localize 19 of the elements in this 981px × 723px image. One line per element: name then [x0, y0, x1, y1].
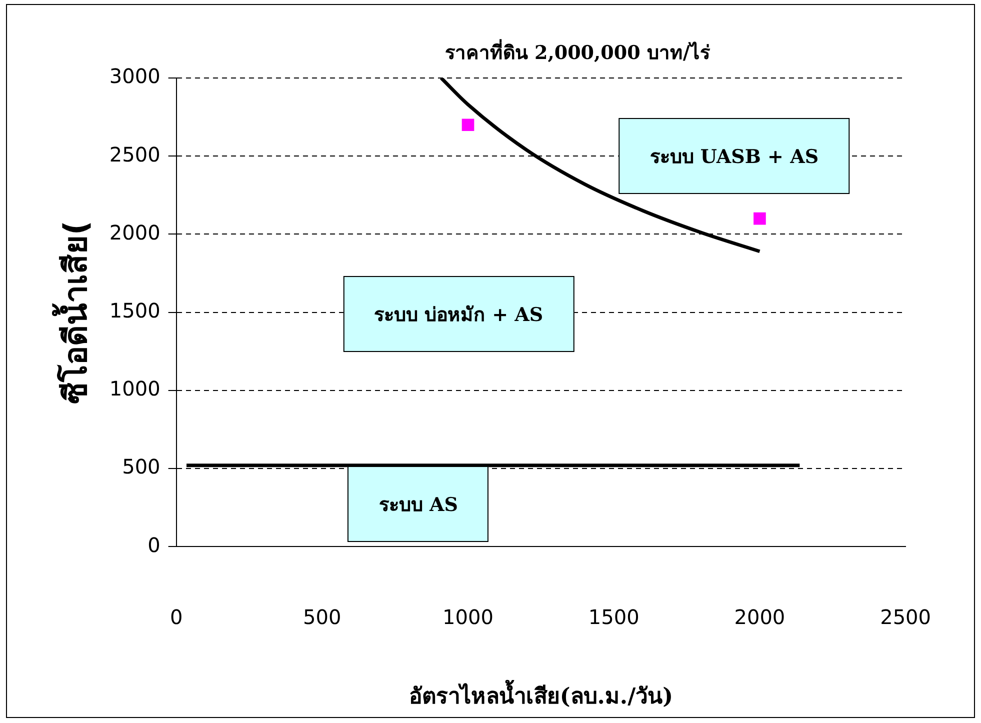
- text-box: ระบบ AS: [348, 466, 489, 542]
- text-box: ระบบ UASB + AS: [618, 118, 850, 194]
- y-tick-label: 3000: [109, 64, 160, 88]
- y-tick-label: 1000: [109, 376, 160, 401]
- text: ราคาที่ดิน 2,000,000 บาท/ไร่: [444, 38, 710, 66]
- y-tick-label: 1500: [109, 298, 160, 323]
- x-tick-label: 2000: [734, 604, 786, 629]
- y-axis-title: ซีโอดีน้ำเสีย(: [52, 220, 95, 404]
- y-tick-label: 2500: [109, 142, 160, 166]
- y-tick-label: 500: [122, 454, 160, 479]
- x-tick-label: 500: [303, 604, 342, 629]
- x-tick-label: 1000: [442, 604, 494, 629]
- text-box: ระบบ บ่อหมัก + AS: [342, 276, 574, 352]
- x-tick-label: 2500: [880, 604, 932, 629]
- x-tick-label: 1500: [588, 604, 640, 629]
- y-tick-label: 2000: [109, 220, 160, 244]
- x-axis-title: อัตราไหลน้ำเสีย(ลบ.ม./วัน): [408, 680, 674, 710]
- y-tick-label: 0: [148, 532, 160, 557]
- x-tick-label: 0: [170, 604, 183, 629]
